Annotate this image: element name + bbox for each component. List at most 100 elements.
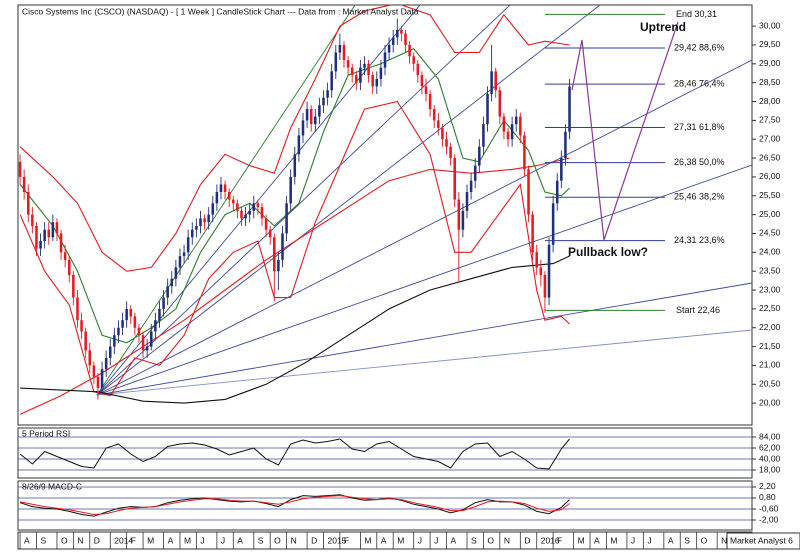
candle-body xyxy=(67,259,71,275)
candle-body xyxy=(539,267,543,275)
candle-body xyxy=(22,176,26,193)
candle-body xyxy=(297,135,301,155)
candle-body xyxy=(252,203,256,211)
y-tick-label: 24,50 xyxy=(759,228,781,238)
candle-body xyxy=(281,233,284,260)
candle-body xyxy=(449,146,452,159)
panel-title: 5 Period RSI xyxy=(22,428,70,438)
candle-body xyxy=(314,116,317,125)
candle-body xyxy=(514,116,518,125)
candle-body xyxy=(543,274,547,298)
candle-body xyxy=(76,297,79,321)
candle-body xyxy=(527,169,530,215)
annotation: Pullback low? xyxy=(568,245,648,259)
fib-label: 25,46 38,2% xyxy=(674,192,725,202)
candle-body xyxy=(465,192,469,211)
candle-body xyxy=(428,93,432,110)
candle-body xyxy=(182,252,186,257)
x-tick-label: F xyxy=(131,535,136,545)
x-tick-label: A xyxy=(237,535,243,545)
candle-body xyxy=(125,308,128,321)
y-tick-label: 23,00 xyxy=(759,284,781,294)
candle-body xyxy=(326,90,329,98)
candle-body xyxy=(277,259,280,272)
range-label: Start 22,46 xyxy=(676,305,720,315)
candle-body xyxy=(84,331,87,351)
x-tick-label: A xyxy=(24,535,30,545)
candle-body xyxy=(330,71,333,91)
y-tick-label: 40,00 xyxy=(759,453,781,463)
candle-body xyxy=(301,120,305,136)
x-tick-label: 2014 xyxy=(114,535,133,545)
candle-body xyxy=(219,184,223,193)
candle-body xyxy=(59,233,63,253)
rsi-panel xyxy=(17,427,753,479)
candle-body xyxy=(523,135,526,170)
candle-body xyxy=(305,109,309,121)
indicator-line xyxy=(19,438,570,470)
candle-body xyxy=(108,346,112,358)
candle-body xyxy=(149,331,153,347)
x-tick-label: A xyxy=(594,535,600,545)
candle-body xyxy=(145,346,149,351)
candle-body xyxy=(289,176,292,204)
candle-body xyxy=(560,158,563,181)
indicator-line xyxy=(20,255,570,404)
candle-body xyxy=(363,63,366,68)
fib-label: 28,46 76,4% xyxy=(674,79,725,89)
candle-body xyxy=(432,109,436,121)
candle-body xyxy=(244,214,247,219)
candle-body xyxy=(51,222,55,238)
x-tick-label: M xyxy=(147,535,154,545)
x-tick-label: J xyxy=(418,535,422,545)
candle-body xyxy=(346,60,350,68)
x-tick-label: S xyxy=(684,535,690,545)
candle-body xyxy=(387,44,391,53)
projection xyxy=(571,21,679,241)
y-tick-label: 30,00 xyxy=(759,20,781,30)
x-tick-label: M xyxy=(610,535,617,545)
candle-body xyxy=(375,78,379,87)
candle-body xyxy=(92,365,96,377)
x-tick-label: O xyxy=(487,535,494,545)
candle-body xyxy=(63,252,67,260)
candle-body xyxy=(396,29,399,38)
candle-body xyxy=(420,75,424,87)
candle-body xyxy=(535,252,538,268)
candle-body xyxy=(268,229,272,238)
candle-body xyxy=(43,229,46,242)
candle-body xyxy=(129,308,133,317)
x-tick-label: O xyxy=(274,535,281,545)
candle-body xyxy=(154,320,157,332)
candle-body xyxy=(260,207,264,219)
candle-body xyxy=(137,327,141,336)
x-tick-label: O xyxy=(701,535,708,545)
candle-body xyxy=(506,131,510,140)
fib-label: 26,38 50,0% xyxy=(674,157,725,167)
candle-body xyxy=(256,203,260,208)
x-tick-label: J xyxy=(647,535,651,545)
y-tick-label: 18,00 xyxy=(759,464,781,474)
fib-label: 24,31 23,6% xyxy=(674,235,725,245)
y-tick-label: 22,00 xyxy=(759,322,781,332)
candle-body xyxy=(510,124,514,140)
candle-body xyxy=(486,93,489,125)
candle-body xyxy=(350,67,354,76)
candle-body xyxy=(162,297,165,309)
candle-body xyxy=(498,90,502,117)
candle-body xyxy=(88,350,92,366)
candle-body xyxy=(412,56,415,64)
y-tick-label: 23,50 xyxy=(759,265,781,275)
fan-line xyxy=(96,59,752,396)
candle-body xyxy=(178,256,182,268)
y-tick-label: 26,50 xyxy=(759,152,781,162)
candle-body xyxy=(318,105,321,117)
candle-body xyxy=(141,335,145,351)
y-tick-label: 26,00 xyxy=(759,171,781,181)
candle-body xyxy=(457,199,461,230)
candle-body xyxy=(117,327,120,336)
y-tick-label: 22,50 xyxy=(759,303,781,313)
watermark-box xyxy=(726,532,800,550)
candle-body xyxy=(531,214,534,253)
